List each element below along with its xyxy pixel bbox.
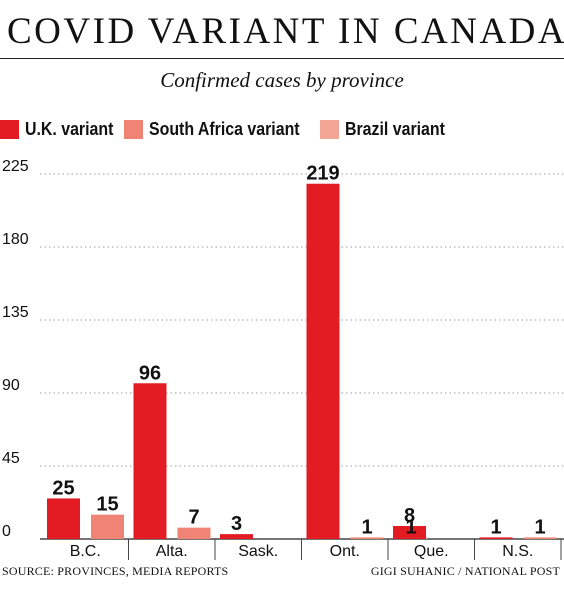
y-axis-ticks: 0 45 90 135 180 225 (2, 158, 29, 540)
legend: U.K. variant South Africa variant Brazil… (0, 116, 457, 142)
bar-value-label: 7 (188, 507, 199, 529)
bar-value-label: 219 (306, 163, 339, 185)
x-tick-label: Que. (414, 543, 449, 560)
bar (133, 383, 167, 539)
x-axis-ticks: B.C.Alta.Sask.Ont.Que.N.S.N.B. (70, 539, 562, 560)
bar (393, 526, 426, 539)
y-tick-label: 90 (2, 377, 20, 394)
y-tick-label: 45 (2, 450, 20, 467)
bar-value-label: 15 (96, 494, 118, 516)
x-tick-label: Alta. (156, 543, 188, 560)
legend-item-brazil: Brazil variant (319, 118, 447, 140)
bars (47, 183, 557, 539)
bar-value-label: 1 (361, 516, 372, 538)
legend-label-brazil: Brazil variant (344, 118, 445, 139)
legend-swatch-brazil (319, 119, 339, 139)
credit-note: GIGI SUHANIC / NATIONAL POST (370, 564, 560, 578)
x-tick-label: Ont. (330, 543, 360, 560)
source-note: SOURCE: PROVINCES, MEDIA REPORTS (2, 564, 229, 578)
bar-value-label: 25 (52, 477, 74, 499)
bar (350, 537, 384, 539)
title-divider (0, 58, 564, 59)
gridlines (40, 173, 564, 540)
legend-label-uk: U.K. variant (25, 118, 114, 139)
x-tick-label: B.C. (70, 543, 101, 560)
x-tick-label: Sask. (238, 543, 278, 560)
bar (177, 527, 211, 539)
chart-title: COVID VARIANT IN CANADA (7, 11, 564, 52)
bar-value-label: 8 (404, 505, 415, 527)
bar (306, 183, 340, 539)
bar-value-label: 3 (231, 513, 242, 535)
y-tick-label: 225 (2, 158, 29, 175)
bar-value-label: 96 (139, 362, 161, 384)
bar (91, 514, 124, 539)
chart-subtitle: Confirmed cases by province (160, 68, 404, 92)
legend-item-south-africa: South Africa variant (123, 118, 310, 140)
y-tick-label: 180 (2, 231, 29, 248)
bar (47, 498, 80, 539)
legend-label-south-africa: South Africa variant (148, 118, 300, 139)
legend-swatch-uk (0, 119, 19, 139)
y-tick-label: 135 (2, 304, 29, 321)
y-tick-label: 0 (2, 523, 11, 540)
bar-value-label: 1 (534, 516, 545, 538)
bar (523, 537, 557, 539)
bar (479, 537, 513, 539)
bar (220, 534, 253, 539)
bar-value-label: 1 (490, 516, 501, 538)
legend-item-uk: U.K. variant (0, 118, 114, 140)
value-labels: 25159673219118113 (52, 163, 545, 539)
x-tick-label: N.S. (502, 543, 533, 560)
legend-swatch-south-africa (123, 119, 143, 139)
bar-value-label: 1 (405, 516, 416, 538)
